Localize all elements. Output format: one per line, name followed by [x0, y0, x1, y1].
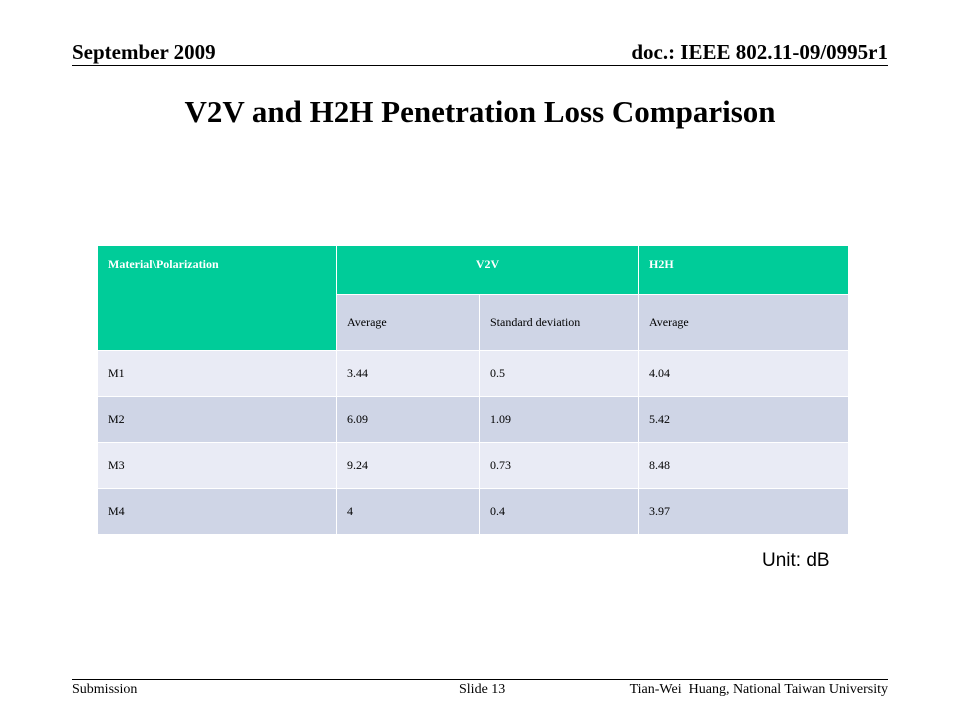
unit-label: Unit: dB [762, 550, 830, 571]
cell-h2h-average: 8.48 [638, 442, 849, 489]
table-subheader-row: Average Standard deviation Average [98, 294, 849, 351]
table-row: M2 6.09 1.09 5.42 [97, 396, 849, 443]
table-row: M1 3.44 0.5 4.04 [97, 350, 849, 397]
header-divider [72, 65, 888, 66]
header-doc-id: doc.: IEEE 802.11-09/0995r1 [631, 40, 888, 64]
cell-h2h-average: 5.42 [638, 396, 849, 443]
cell-material: M3 [97, 442, 337, 489]
header-material-polarization: Material\Polarization [97, 245, 337, 351]
subheader-v2v-average: Average [336, 294, 480, 351]
header-date: September 2009 [72, 40, 216, 64]
table-row: M3 9.24 0.73 8.48 [97, 442, 849, 489]
cell-v2v-std: 0.73 [479, 442, 639, 489]
table-row: M4 4 0.4 3.97 [97, 488, 849, 535]
slide-title: V2V and H2H Penetration Loss Comparison [184, 94, 776, 129]
cell-v2v-average: 6.09 [336, 396, 480, 443]
cell-v2v-average: 9.24 [336, 442, 480, 489]
cell-v2v-std: 0.5 [479, 350, 639, 397]
cell-material: M2 [97, 396, 337, 443]
cell-h2h-average: 3.97 [638, 488, 849, 535]
footer-submission: Submission [72, 682, 138, 697]
cell-material: M4 [97, 488, 337, 535]
cell-v2v-average: 3.44 [336, 350, 480, 397]
subheader-v2v-std: Standard deviation [479, 294, 639, 351]
penetration-loss-table: Material\Polarization V2V H2H Average St… [97, 245, 849, 535]
cell-h2h-average: 4.04 [638, 350, 849, 397]
subheader-h2h-average: Average [638, 294, 849, 351]
footer-divider [72, 679, 888, 680]
cell-v2v-std: 0.4 [479, 488, 639, 535]
table-header-row: Material\Polarization V2V H2H [97, 245, 849, 351]
header-v2v: V2V [336, 245, 639, 295]
cell-v2v-average: 4 [336, 488, 480, 535]
footer-slide-number: Slide 13 [459, 682, 506, 697]
header-h2h: H2H [638, 245, 849, 295]
footer-author: Tian-Wei Huang, National Taiwan Universi… [629, 682, 888, 697]
cell-v2v-std: 1.09 [479, 396, 639, 443]
cell-material: M1 [97, 350, 337, 397]
